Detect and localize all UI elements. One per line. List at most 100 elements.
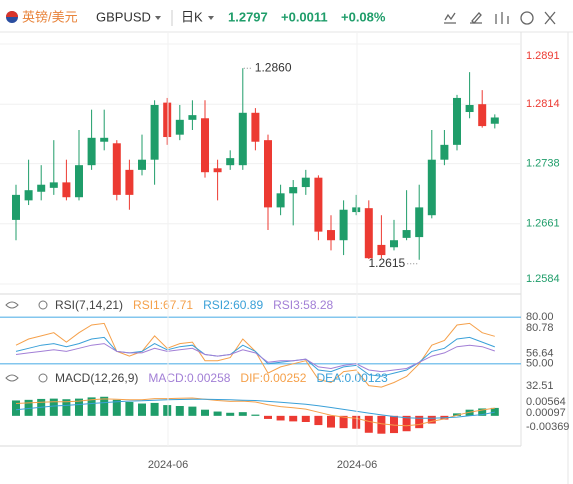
macd-title: MACD(12,26,9) [55,371,138,385]
candle-body [440,144,449,160]
macd-bar [125,402,134,416]
candle-body [213,168,222,173]
indicator-icon[interactable] [444,12,456,24]
candle-body [150,104,159,160]
legend-entry: RSI3:58.28 [273,298,333,312]
change: +0.0011 [281,9,328,24]
eye-icon[interactable] [5,301,19,309]
macd-bar [62,399,71,416]
macd-bar [276,415,285,421]
chart-type-icon[interactable] [495,12,509,24]
annotation: 1.2615 [368,256,405,270]
y-tick-label: 1.2584 [526,273,560,285]
macd-bar [150,402,159,416]
dropdown-arrow[interactable] [155,16,161,20]
macd-bar [490,407,499,416]
macd-bar [427,415,436,424]
rsi-header-icons [5,300,48,383]
x-tick-label: 2024-06 [337,459,377,471]
macd-bar [87,397,96,416]
macd-line [15,398,495,419]
y-tick-label: 1.2891 [526,50,560,62]
candle-body [238,112,247,166]
legend-entry: DIF:0.00252 [240,371,306,385]
macd-bar [163,405,172,416]
macd-bar [213,411,222,416]
macd-bar [138,403,146,416]
macd-bar [201,409,209,416]
candle-body [125,169,134,195]
candle-body [390,240,398,248]
candle-body [465,104,474,113]
macd-bar [327,415,335,428]
gear-icon[interactable] [38,300,48,310]
macd-bar [75,398,83,416]
y-tick-label: 80.78 [526,322,554,334]
macd-bar [377,415,386,434]
candle-body [87,137,96,166]
macd-bar [339,415,348,429]
candle-body [327,230,335,241]
rsi-title: RSI(7,14,21) [55,298,123,312]
x-tick-label: 2024-06 [148,459,188,471]
top-bar: 英镑/美元 GBPUSD 日K 1.2797 +0.0011 +0.08% [6,9,556,26]
flag-icon-part [6,11,18,17]
y-tick-label: 0.00097 [526,407,566,419]
annotation: 1.2860 [255,60,292,74]
candle-body [490,117,499,124]
legend-entry: MACD:0.00258 [148,371,230,385]
macd-bar [415,415,424,429]
candle-body [415,207,424,238]
macd-bar [238,412,247,416]
draw-icon[interactable] [470,12,482,24]
macd-bar [289,415,298,422]
candle-body [163,102,172,138]
macd-bar [112,399,121,416]
macd-bar [264,415,272,419]
candle-body [364,208,373,259]
macd-bar [49,398,58,416]
close-icon[interactable] [544,11,556,25]
y-tick-label: 1.2661 [526,218,560,230]
macd-bar [100,396,109,416]
y-tick-label: 0.00564 [526,396,566,408]
legend-entry: DEA:0.00123 [316,371,388,385]
macd-bar [301,415,310,422]
period[interactable]: 日K [181,9,203,24]
macd-bar [453,413,461,416]
candle-body [75,165,83,198]
pair-name[interactable]: 英镑/美元 [22,9,78,24]
candle-body [339,209,348,241]
candle-body [188,115,197,120]
y-tick-label: 56.64 [526,347,554,359]
rsi-line [15,343,495,373]
candle-body [100,137,109,142]
symbol[interactable]: GBPUSD [96,9,151,24]
candle-body [402,230,411,238]
candle-body [314,177,323,232]
macd-bar [175,406,184,416]
change-pct: +0.08% [341,9,386,24]
candle-body [62,182,71,198]
candle-body [453,97,461,145]
macd-bar [402,415,411,432]
candle-body [201,118,209,173]
legend-entry: RSI2:60.89 [203,298,263,312]
reference-label: 50.00 [526,358,554,370]
y-tick-label: -0.00369 [526,421,569,433]
macd-bar [24,399,33,416]
price: 1.2797 [228,9,268,24]
candle-body [264,140,272,208]
eye-icon[interactable] [5,374,19,382]
candle-body [49,182,58,188]
gear-icon[interactable] [38,373,48,383]
macd-bar [390,415,398,434]
macd-bar [12,400,20,416]
dropdown-arrow[interactable] [208,16,214,20]
macd-bar [364,415,373,433]
settings-icon[interactable] [520,11,534,25]
macd-bar [251,414,260,416]
macd-bar [188,406,197,416]
candle-body [112,143,121,195]
candle-body [251,112,260,142]
